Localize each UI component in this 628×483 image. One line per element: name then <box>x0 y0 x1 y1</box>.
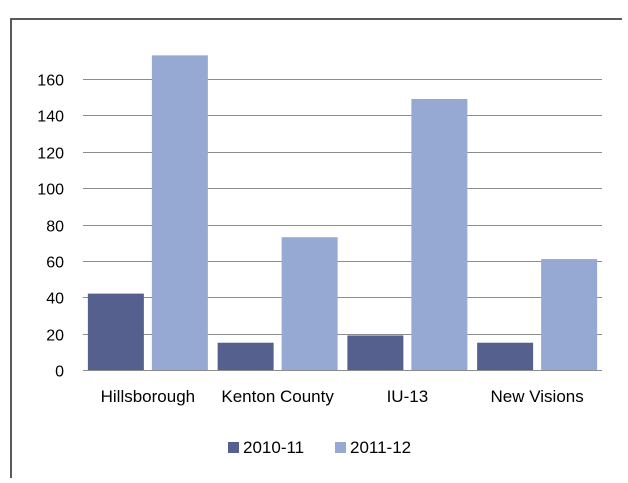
x-category-label: New Visions <box>491 387 584 406</box>
y-tick-label: 40 <box>46 291 64 308</box>
bar-hillsborough-2011-12 <box>151 55 208 370</box>
gridlines <box>83 79 602 371</box>
bar-iu-13-2010-11 <box>347 335 404 370</box>
bars <box>87 55 598 370</box>
bar-kenton-county-2010-11 <box>217 342 274 370</box>
chart-frame <box>10 18 622 478</box>
y-axis-ticks: 0 20 40 60 80 100 120 140 160 <box>37 73 64 381</box>
y-tick-label: 60 <box>46 255 64 272</box>
y-tick-label: 160 <box>37 73 64 90</box>
legend-label: 2011-12 <box>350 438 411 457</box>
x-axis-labels: Hillsborough Kenton County IU-13 New Vision… <box>101 387 584 406</box>
x-category-label: Hillsborough <box>101 387 196 406</box>
y-tick-label: 100 <box>37 182 64 199</box>
legend-swatch <box>228 442 239 453</box>
x-category-label: Kenton County <box>221 387 334 406</box>
bar-new-visions-2010-11 <box>477 342 534 370</box>
y-tick-label: 20 <box>46 328 64 345</box>
y-tick-label: 120 <box>37 146 64 163</box>
y-tick-label: 140 <box>37 109 64 126</box>
legend: 2010-11 2011-12 <box>228 438 411 457</box>
bar-kenton-county-2011-12 <box>281 237 338 370</box>
bar-new-visions-2011-12 <box>541 259 598 370</box>
y-tick-label: 0 <box>55 364 64 381</box>
y-tick-label: 80 <box>46 219 64 236</box>
bar-iu-13-2011-12 <box>411 99 468 370</box>
legend-swatch <box>335 442 346 453</box>
legend-label: 2010-11 <box>243 438 304 457</box>
x-category-label: IU-13 <box>387 387 429 406</box>
bar-hillsborough-2010-11 <box>87 293 144 370</box>
